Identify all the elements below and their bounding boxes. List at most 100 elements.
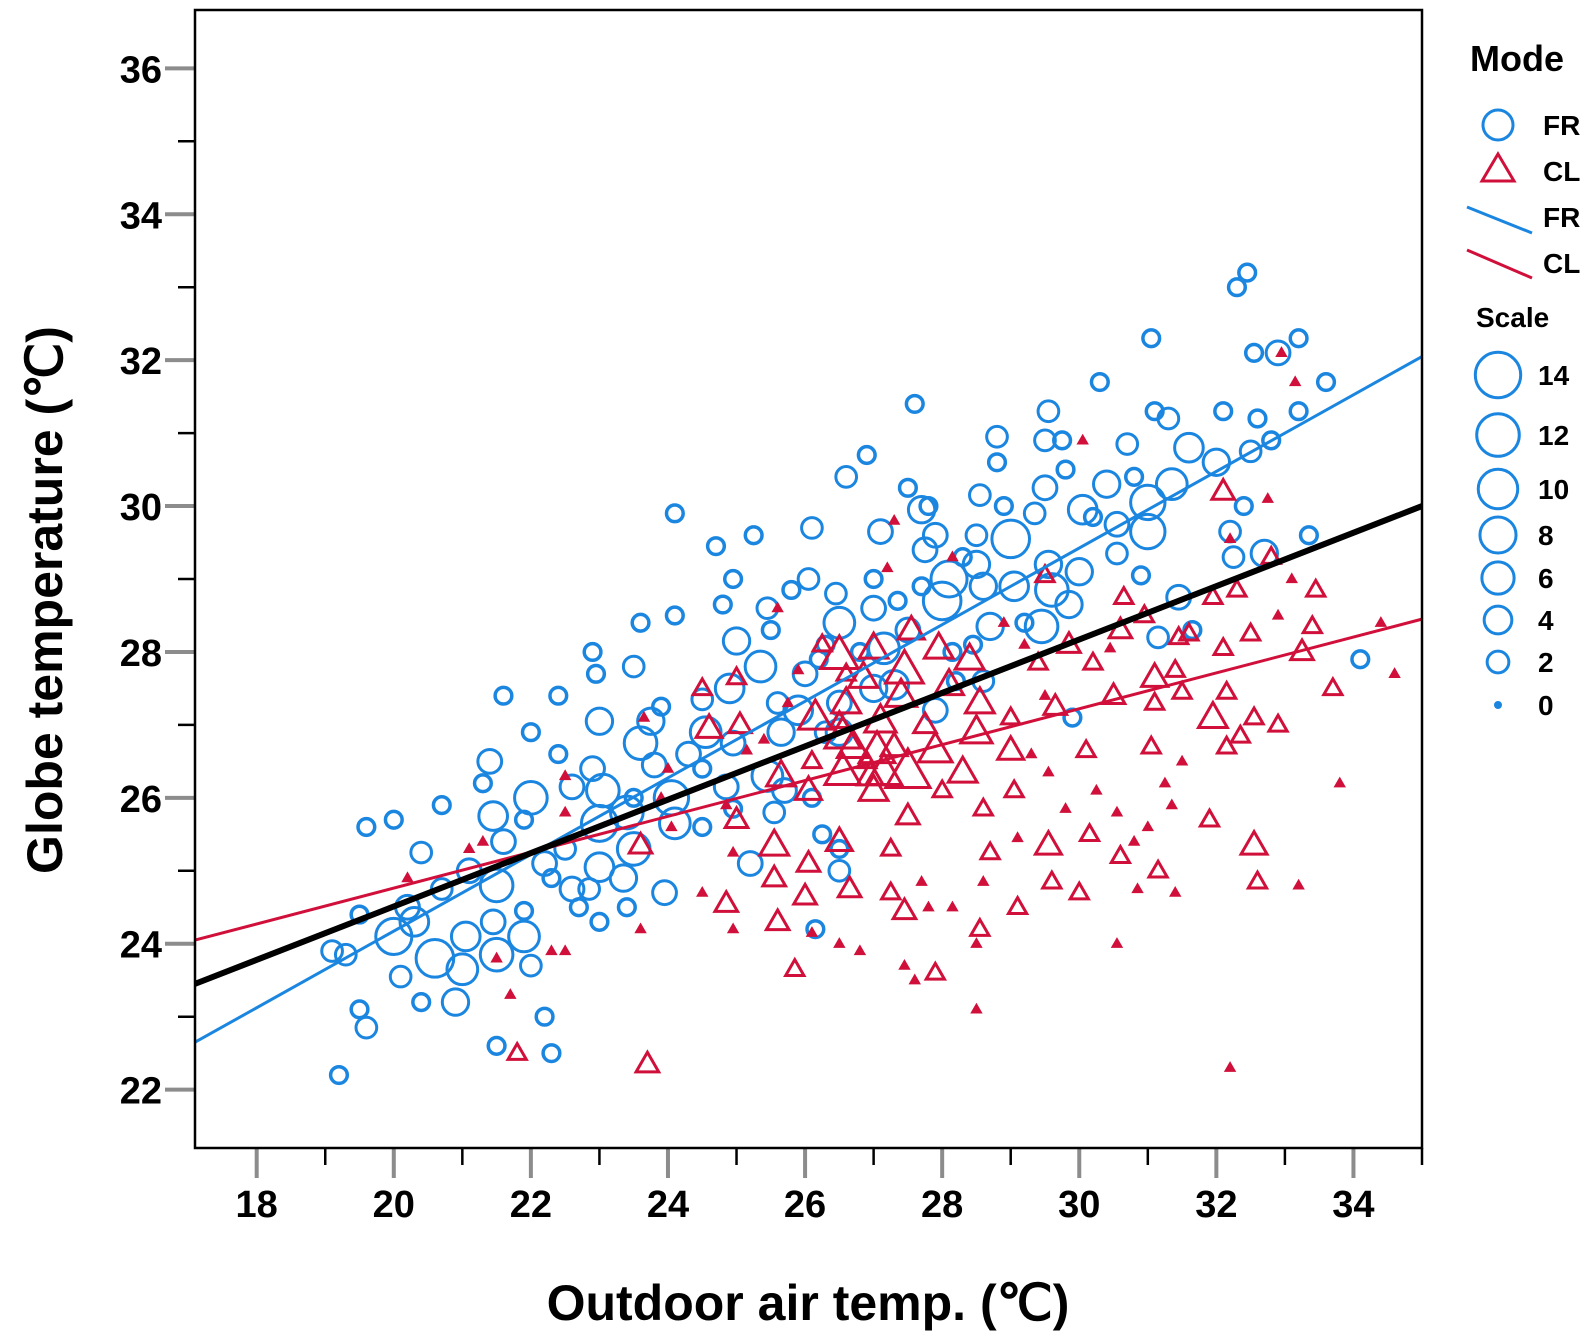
cl-point <box>1005 894 1030 916</box>
cl-point <box>1209 476 1238 501</box>
fr-point <box>1022 501 1047 526</box>
scale-circle <box>1473 350 1523 400</box>
fr-point <box>860 594 888 622</box>
cl-point <box>771 601 784 613</box>
cl-point <box>1292 878 1305 890</box>
fr-point <box>520 722 541 743</box>
fr-point <box>942 641 963 663</box>
cl-point <box>883 647 926 685</box>
fr-point <box>651 879 678 907</box>
fr-point <box>867 518 894 545</box>
fr-point <box>1213 401 1234 422</box>
cl-point <box>1300 613 1325 635</box>
cl-point <box>1141 820 1155 832</box>
cl-point <box>856 772 891 802</box>
cl-point <box>545 944 558 956</box>
cl-point <box>1214 734 1239 755</box>
cl-point <box>637 710 651 722</box>
cl-point <box>834 661 858 682</box>
cl-point <box>1067 880 1091 901</box>
fr-point <box>1055 459 1076 480</box>
cl-point <box>829 684 864 715</box>
cl-point <box>932 666 967 697</box>
cl-point <box>726 845 740 857</box>
fr-point <box>477 800 510 832</box>
fr-point <box>743 649 778 684</box>
cl-point <box>1074 737 1098 759</box>
fr-point <box>356 816 377 838</box>
cl-point <box>1197 807 1222 828</box>
fr-point <box>968 483 992 507</box>
fr-point <box>398 906 431 938</box>
cl-point <box>794 848 823 873</box>
cl-point <box>1285 572 1298 584</box>
cl-point <box>1177 621 1201 642</box>
fr-point <box>918 495 939 517</box>
fr-point <box>825 689 853 717</box>
x-axis-title: Outdoor air temp. (℃) <box>547 1275 1070 1331</box>
x-tick-label: 30 <box>1058 1184 1100 1226</box>
legend-label-cl-line: CL <box>1543 248 1580 279</box>
fr-point <box>993 495 1014 517</box>
fr-point <box>986 452 1008 473</box>
cl-point <box>922 900 935 912</box>
fr-point <box>651 696 672 717</box>
cl-point <box>856 630 891 660</box>
cl-point <box>1110 805 1124 817</box>
fr-point <box>664 503 685 524</box>
cl-point <box>995 733 1027 761</box>
fr-point <box>1036 399 1061 424</box>
fr-point <box>911 576 932 597</box>
fr-point <box>476 747 504 775</box>
fr-point <box>478 936 515 973</box>
fr-point <box>829 838 850 860</box>
fr-point <box>1129 483 1167 522</box>
cl-point <box>800 748 824 770</box>
legend-label-cl-points: CL <box>1543 156 1580 187</box>
fr-point <box>513 900 535 922</box>
fr-point <box>1221 545 1246 569</box>
cl-point <box>810 632 834 653</box>
fr-point <box>548 743 569 765</box>
legend-entry-fr-line: FR <box>1466 202 1580 235</box>
fr-point <box>1023 608 1060 645</box>
cl-point <box>1158 776 1172 788</box>
cl-point <box>835 874 864 899</box>
cl-point <box>760 863 789 888</box>
fr-point <box>1082 506 1104 528</box>
scale-circle <box>1478 515 1518 555</box>
cl-point <box>1108 843 1133 864</box>
legend-cl-line-swatch <box>1466 248 1533 280</box>
cl-point <box>1033 562 1057 584</box>
cl-point <box>895 613 927 641</box>
cl-point <box>962 684 997 715</box>
fr-point <box>409 840 434 865</box>
fr-point <box>333 942 358 967</box>
fr-point <box>579 755 606 783</box>
fr-point <box>812 824 833 845</box>
cl-point <box>908 973 921 985</box>
fr-point <box>1089 371 1110 393</box>
cl-point <box>999 705 1023 726</box>
fr-point <box>723 568 744 590</box>
fr-point <box>796 567 821 591</box>
fr-point <box>1298 525 1319 546</box>
cl-point <box>958 712 995 745</box>
fr-point <box>766 717 796 747</box>
cl-point <box>1261 492 1274 503</box>
fr-point <box>1092 469 1122 499</box>
cl-point <box>863 750 905 787</box>
scale-circle <box>1494 701 1502 709</box>
fr-point <box>1156 406 1181 431</box>
scale-label: 4 <box>1538 605 1554 636</box>
fr-point <box>608 863 639 893</box>
scale-label: 12 <box>1538 420 1569 451</box>
fr-point <box>690 687 715 712</box>
fr-point <box>1146 625 1170 650</box>
fr-point <box>712 594 733 615</box>
cl-fit-line <box>194 617 1423 942</box>
fr-point <box>534 1006 555 1027</box>
scale-label: 10 <box>1538 474 1569 505</box>
fr-point <box>486 1035 507 1056</box>
